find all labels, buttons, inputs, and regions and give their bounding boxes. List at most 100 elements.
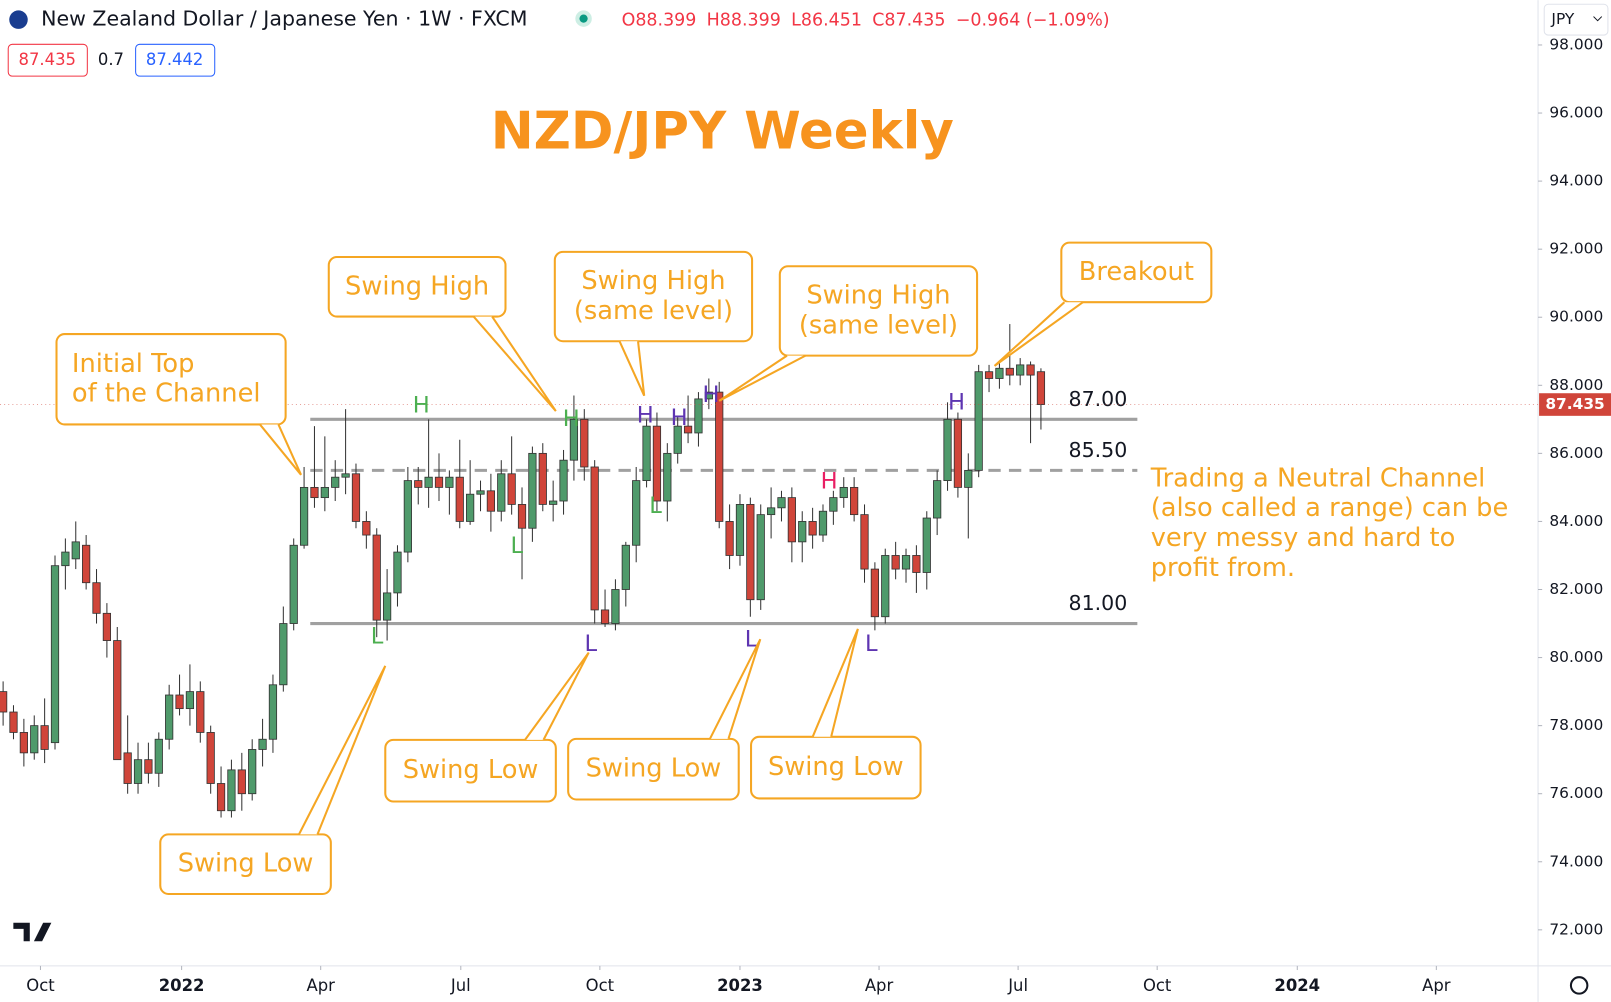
candle-body bbox=[40, 725, 49, 750]
x-tick-label: Jul bbox=[1007, 976, 1028, 995]
candle-body bbox=[372, 534, 381, 621]
candle-body bbox=[663, 452, 672, 502]
y-tick-label: 92.000 bbox=[1549, 240, 1603, 258]
candle-body bbox=[870, 568, 879, 618]
dropdown-arrow bbox=[1593, 16, 1603, 22]
swing-marker: H bbox=[948, 389, 965, 415]
candle-body bbox=[0, 691, 8, 713]
candle-body bbox=[424, 476, 433, 488]
x-tick-label: 2023 bbox=[717, 976, 763, 995]
candle-body bbox=[715, 391, 724, 522]
swing-marker: L bbox=[865, 631, 878, 657]
callout-text: Swing Low bbox=[768, 752, 904, 782]
level-label: 85.50 bbox=[1069, 438, 1128, 462]
ohlc-value: −0.964 (−1.09%) bbox=[956, 11, 1110, 31]
candle-body bbox=[133, 759, 143, 784]
sell-price[interactable]: 87.435 bbox=[19, 50, 76, 69]
callout-pointer bbox=[618, 340, 646, 397]
y-tick-label: 84.000 bbox=[1549, 512, 1603, 530]
flag-icon bbox=[9, 10, 28, 29]
candle-body bbox=[50, 565, 60, 744]
spread: 0.7 bbox=[98, 50, 124, 69]
callout-box bbox=[750, 735, 922, 800]
candle-body bbox=[382, 592, 392, 621]
candle-body bbox=[1026, 364, 1035, 376]
candle-body bbox=[901, 555, 911, 570]
callout-pointer bbox=[709, 638, 762, 740]
chart-title: NZD/JPY Weekly bbox=[491, 102, 954, 162]
candle-body bbox=[71, 541, 80, 560]
candle-body bbox=[881, 555, 890, 618]
swing-marker: H bbox=[413, 392, 430, 418]
candle-body bbox=[476, 490, 485, 495]
candle-body bbox=[590, 466, 599, 611]
last-price-label: 87.435 bbox=[1545, 395, 1604, 413]
candle-body bbox=[497, 473, 506, 512]
candle-body bbox=[299, 486, 309, 546]
callout-pointer bbox=[993, 301, 1084, 367]
candle-body bbox=[891, 555, 900, 570]
candle-body bbox=[922, 517, 931, 573]
candle-body bbox=[964, 469, 973, 488]
candle-body bbox=[1016, 364, 1025, 376]
callout-box bbox=[159, 833, 332, 896]
note-text: profit from. bbox=[1151, 553, 1295, 583]
y-tick-label: 96.000 bbox=[1549, 104, 1603, 122]
callout-text: Swing Low bbox=[403, 755, 539, 785]
candle-body bbox=[953, 418, 963, 488]
candle-body bbox=[538, 452, 547, 505]
buy-price[interactable]: 87.442 bbox=[146, 50, 203, 69]
callout-pointer bbox=[259, 423, 302, 476]
candle-body bbox=[445, 476, 454, 488]
swing-marker: L bbox=[584, 631, 597, 657]
y-tick-label: 90.000 bbox=[1549, 308, 1603, 326]
x-tick-label: Oct bbox=[586, 976, 615, 995]
callout-box bbox=[778, 265, 979, 357]
candle-body bbox=[632, 480, 641, 546]
y-tick-label: 88.000 bbox=[1549, 376, 1603, 394]
callout-box bbox=[55, 333, 287, 426]
status-dot bbox=[579, 14, 588, 23]
callout-box bbox=[384, 738, 557, 803]
candle-body bbox=[798, 521, 807, 543]
callout-pointer bbox=[524, 651, 590, 741]
candle-body bbox=[175, 694, 184, 710]
x-tick-label: 2022 bbox=[159, 976, 205, 995]
candle-body bbox=[165, 694, 174, 740]
candle-body bbox=[995, 367, 1004, 379]
callout-text: Swing Low bbox=[586, 754, 722, 784]
candle-body bbox=[92, 582, 101, 614]
level-label: 87.00 bbox=[1069, 387, 1128, 411]
candle-body bbox=[839, 486, 848, 499]
candle-body bbox=[974, 371, 983, 471]
candle-body bbox=[362, 521, 371, 536]
candle-body bbox=[237, 769, 246, 795]
sell-box[interactable] bbox=[7, 43, 88, 77]
candle-body bbox=[310, 486, 319, 499]
candle-body bbox=[673, 425, 682, 454]
swing-marker: L bbox=[510, 533, 523, 559]
ohlc-value: C87.435 bbox=[872, 11, 945, 31]
y-tick-label: 76.000 bbox=[1549, 784, 1603, 802]
candle-body bbox=[196, 691, 205, 733]
level-label: 81.00 bbox=[1069, 591, 1128, 615]
candle-body bbox=[984, 371, 994, 379]
candle-body bbox=[268, 684, 278, 740]
candle-body bbox=[227, 769, 236, 812]
currency[interactable]: JPY bbox=[1550, 10, 1574, 28]
x-tick-label: Oct bbox=[1143, 976, 1172, 995]
candle-body bbox=[455, 476, 464, 522]
candle-body bbox=[621, 544, 630, 590]
ohlc-value: O88.399 bbox=[622, 11, 697, 31]
y-tick-label: 78.000 bbox=[1549, 716, 1603, 734]
candle-body bbox=[829, 497, 838, 512]
swing-marker: H bbox=[671, 405, 688, 431]
currency-select[interactable] bbox=[1543, 3, 1609, 36]
candle-body bbox=[756, 514, 765, 601]
candle-body bbox=[912, 555, 921, 573]
settings-icon[interactable] bbox=[1569, 976, 1589, 995]
y-tick-label: 98.000 bbox=[1549, 35, 1603, 53]
buy-box[interactable] bbox=[135, 43, 216, 77]
candle-body bbox=[652, 425, 662, 502]
